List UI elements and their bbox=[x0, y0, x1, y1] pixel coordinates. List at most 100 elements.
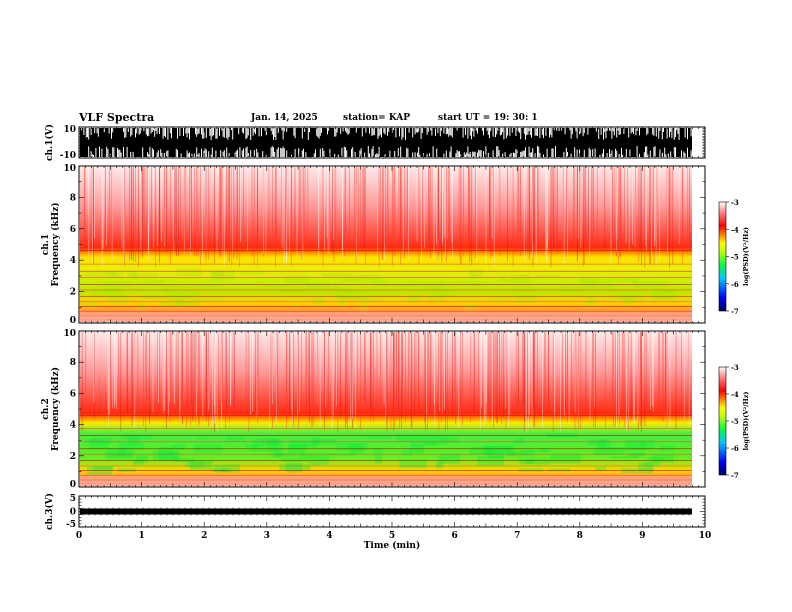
waveform-gap bbox=[676, 128, 678, 131]
waveform-gap bbox=[198, 153, 200, 157]
waveform-gap bbox=[402, 128, 404, 138]
waveform-gap bbox=[534, 128, 536, 136]
waveform-gap bbox=[645, 146, 646, 157]
waveform-gap bbox=[319, 128, 321, 136]
waveform-gap bbox=[394, 150, 396, 157]
low-psd-patch bbox=[218, 277, 237, 281]
waveform-gap bbox=[616, 150, 618, 157]
waveform-gap bbox=[132, 151, 134, 157]
low-psd-patch bbox=[86, 300, 98, 309]
waveform-gap bbox=[223, 150, 225, 157]
waveform-gap bbox=[605, 128, 607, 139]
waveform-gap bbox=[611, 128, 613, 139]
x-tick-label: 3 bbox=[264, 531, 270, 541]
low-psd-patch bbox=[538, 275, 561, 278]
waveform-gap bbox=[283, 148, 285, 157]
waveform-gap bbox=[667, 153, 669, 157]
low-psd-patch bbox=[341, 276, 363, 282]
waveform-gap bbox=[563, 151, 565, 157]
waveform-gap bbox=[377, 128, 379, 139]
waveform-gap bbox=[375, 154, 376, 157]
waveform-gap bbox=[342, 128, 344, 132]
low-psd-patch bbox=[510, 274, 530, 283]
colorbar-tick-label: -3 bbox=[731, 363, 739, 372]
low-psd-patch bbox=[194, 284, 224, 289]
waveform-gap bbox=[479, 150, 481, 157]
waveform-gap bbox=[474, 151, 476, 157]
waveform-gap bbox=[301, 128, 303, 139]
waveform-gap bbox=[210, 128, 212, 140]
waveform-gap bbox=[191, 153, 193, 157]
waveform-gap bbox=[147, 128, 148, 137]
low-psd-patch bbox=[452, 281, 476, 284]
waveform-gap bbox=[537, 128, 538, 137]
waveform-gap bbox=[354, 151, 356, 157]
waveform-gap bbox=[550, 128, 552, 135]
low-frequency-band bbox=[80, 476, 692, 487]
waveform-gap bbox=[456, 149, 458, 157]
waveform-gap bbox=[604, 128, 606, 132]
low-psd-patch bbox=[519, 286, 532, 293]
waveform-gap bbox=[369, 153, 370, 157]
low-psd-patch bbox=[612, 294, 636, 300]
low-psd-patch bbox=[635, 281, 666, 289]
waveform-gap bbox=[256, 148, 258, 157]
waveform-gap bbox=[421, 128, 423, 134]
waveform-gap bbox=[384, 154, 386, 157]
waveform-gap bbox=[599, 154, 601, 157]
low-psd-patch bbox=[292, 303, 299, 307]
waveform-gap bbox=[399, 128, 400, 137]
low-psd-patch bbox=[192, 298, 225, 302]
colorbar-tick-label: -6 bbox=[731, 444, 739, 453]
waveform-gap bbox=[149, 146, 151, 157]
waveform-gap bbox=[101, 148, 103, 157]
waveform-gap bbox=[583, 149, 585, 157]
waveform-gap bbox=[196, 128, 198, 137]
waveform-gap bbox=[211, 147, 213, 157]
waveform-gap bbox=[87, 128, 88, 137]
low-psd-patch bbox=[514, 278, 521, 283]
waveform-gap bbox=[371, 149, 373, 157]
waveform-gap bbox=[609, 149, 610, 157]
waveform-gap bbox=[271, 128, 273, 135]
low-psd-patch bbox=[606, 283, 614, 293]
low-psd-patch bbox=[598, 439, 611, 449]
waveform-gap bbox=[529, 128, 531, 136]
low-psd-patch bbox=[174, 293, 200, 299]
waveform-gap bbox=[371, 128, 373, 137]
waveform-gap bbox=[502, 153, 504, 157]
waveform-gap bbox=[652, 128, 654, 135]
waveform-gap bbox=[228, 128, 230, 137]
waveform-gap bbox=[93, 154, 94, 157]
waveform-gap bbox=[509, 128, 511, 136]
waveform-gap bbox=[397, 147, 399, 157]
low-psd-patch bbox=[107, 447, 135, 457]
waveform-gap bbox=[169, 128, 171, 134]
waveform-gap bbox=[328, 128, 330, 131]
waveform-gap bbox=[303, 148, 304, 157]
waveform-gap bbox=[449, 128, 451, 136]
low-psd-patch bbox=[367, 436, 392, 439]
low-psd-patch bbox=[355, 298, 380, 302]
low-psd-patch bbox=[312, 437, 320, 444]
waveform-gap bbox=[367, 146, 369, 157]
waveform-gap bbox=[408, 128, 410, 133]
waveform-gap bbox=[145, 128, 147, 135]
waveform-gap bbox=[511, 128, 513, 133]
waveform-gap bbox=[352, 147, 354, 157]
waveform-gap bbox=[126, 146, 128, 157]
low-psd-patch bbox=[153, 451, 180, 461]
low-psd-patch bbox=[638, 442, 646, 446]
waveform-gap bbox=[274, 128, 276, 138]
waveform-gap bbox=[583, 128, 585, 134]
waveform-gap bbox=[241, 150, 243, 157]
waveform-gap bbox=[427, 128, 429, 132]
ch3-ylabel: ch.3(V) bbox=[44, 493, 55, 530]
waveform-gap bbox=[131, 128, 133, 136]
ch3-waveform-band bbox=[80, 508, 692, 515]
low-psd-patch bbox=[144, 297, 164, 300]
waveform-gap bbox=[653, 147, 655, 157]
waveform-gap bbox=[450, 146, 452, 157]
low-psd-patch bbox=[108, 294, 129, 304]
waveform-gap bbox=[83, 128, 85, 135]
